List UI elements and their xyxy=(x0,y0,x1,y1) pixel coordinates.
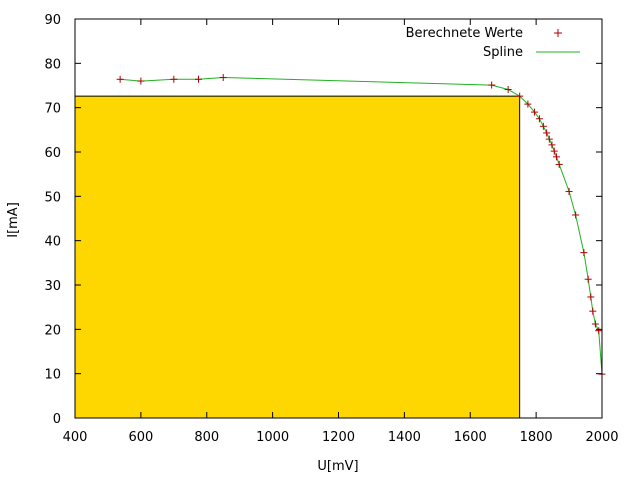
data-point xyxy=(584,275,592,283)
data-point xyxy=(550,147,558,155)
x-tick-label: 800 xyxy=(194,430,219,445)
data-point xyxy=(539,122,547,130)
data-point xyxy=(530,108,538,116)
x-axis-label: U[mV] xyxy=(317,459,358,474)
y-tick-label: 0 xyxy=(53,412,61,427)
power-rectangle-layer xyxy=(74,95,521,419)
y-axis-ticks: 0 10 20 30 40 50 60 70 80 90 xyxy=(44,13,602,427)
data-point xyxy=(535,115,543,123)
y-tick-label: 70 xyxy=(44,102,61,117)
x-tick-label: 600 xyxy=(128,430,153,445)
data-point xyxy=(116,75,124,83)
data-point xyxy=(580,249,588,257)
y-tick-label: 90 xyxy=(44,13,61,28)
data-point xyxy=(565,187,573,195)
data-point xyxy=(572,211,580,219)
data-point xyxy=(504,85,512,93)
data-point xyxy=(137,77,145,85)
data-point xyxy=(219,74,227,82)
x-tick-label: 1400 xyxy=(388,430,421,445)
y-tick-label: 60 xyxy=(44,146,61,161)
x-tick-label: 2000 xyxy=(585,430,618,445)
data-point xyxy=(555,160,563,168)
x-tick-label: 1800 xyxy=(520,430,553,445)
x-tick-label: 1600 xyxy=(454,430,487,445)
y-axis-label: I[mA] xyxy=(6,202,21,238)
y-tick-label: 10 xyxy=(44,368,61,383)
legend-label-spline: Spline xyxy=(483,45,523,60)
data-point xyxy=(524,100,532,108)
data-point xyxy=(589,307,597,315)
points-layer xyxy=(116,74,606,378)
legend: Berechnete Werte Spline xyxy=(406,26,580,60)
x-axis-ticks: 400 600 800 1000 1200 1400 1600 1800 2000 xyxy=(63,19,619,445)
power-rectangle xyxy=(74,95,521,419)
data-point xyxy=(195,75,203,83)
data-point xyxy=(595,327,603,335)
data-point xyxy=(516,92,524,100)
data-point xyxy=(543,129,551,137)
legend-label-points: Berechnete Werte xyxy=(406,26,523,41)
data-point xyxy=(170,75,178,83)
data-point xyxy=(591,320,599,328)
x-tick-label: 400 xyxy=(63,430,88,445)
data-point xyxy=(553,153,561,161)
x-tick-label: 1000 xyxy=(256,430,289,445)
y-tick-label: 40 xyxy=(44,235,61,250)
y-tick-label: 80 xyxy=(44,57,61,72)
data-point xyxy=(587,293,595,301)
data-point xyxy=(488,81,496,89)
data-point xyxy=(548,141,556,149)
y-tick-label: 50 xyxy=(44,190,61,205)
y-tick-label: 20 xyxy=(44,323,61,338)
data-point xyxy=(545,135,553,143)
x-tick-label: 1200 xyxy=(322,430,355,445)
y-tick-label: 30 xyxy=(44,279,61,294)
